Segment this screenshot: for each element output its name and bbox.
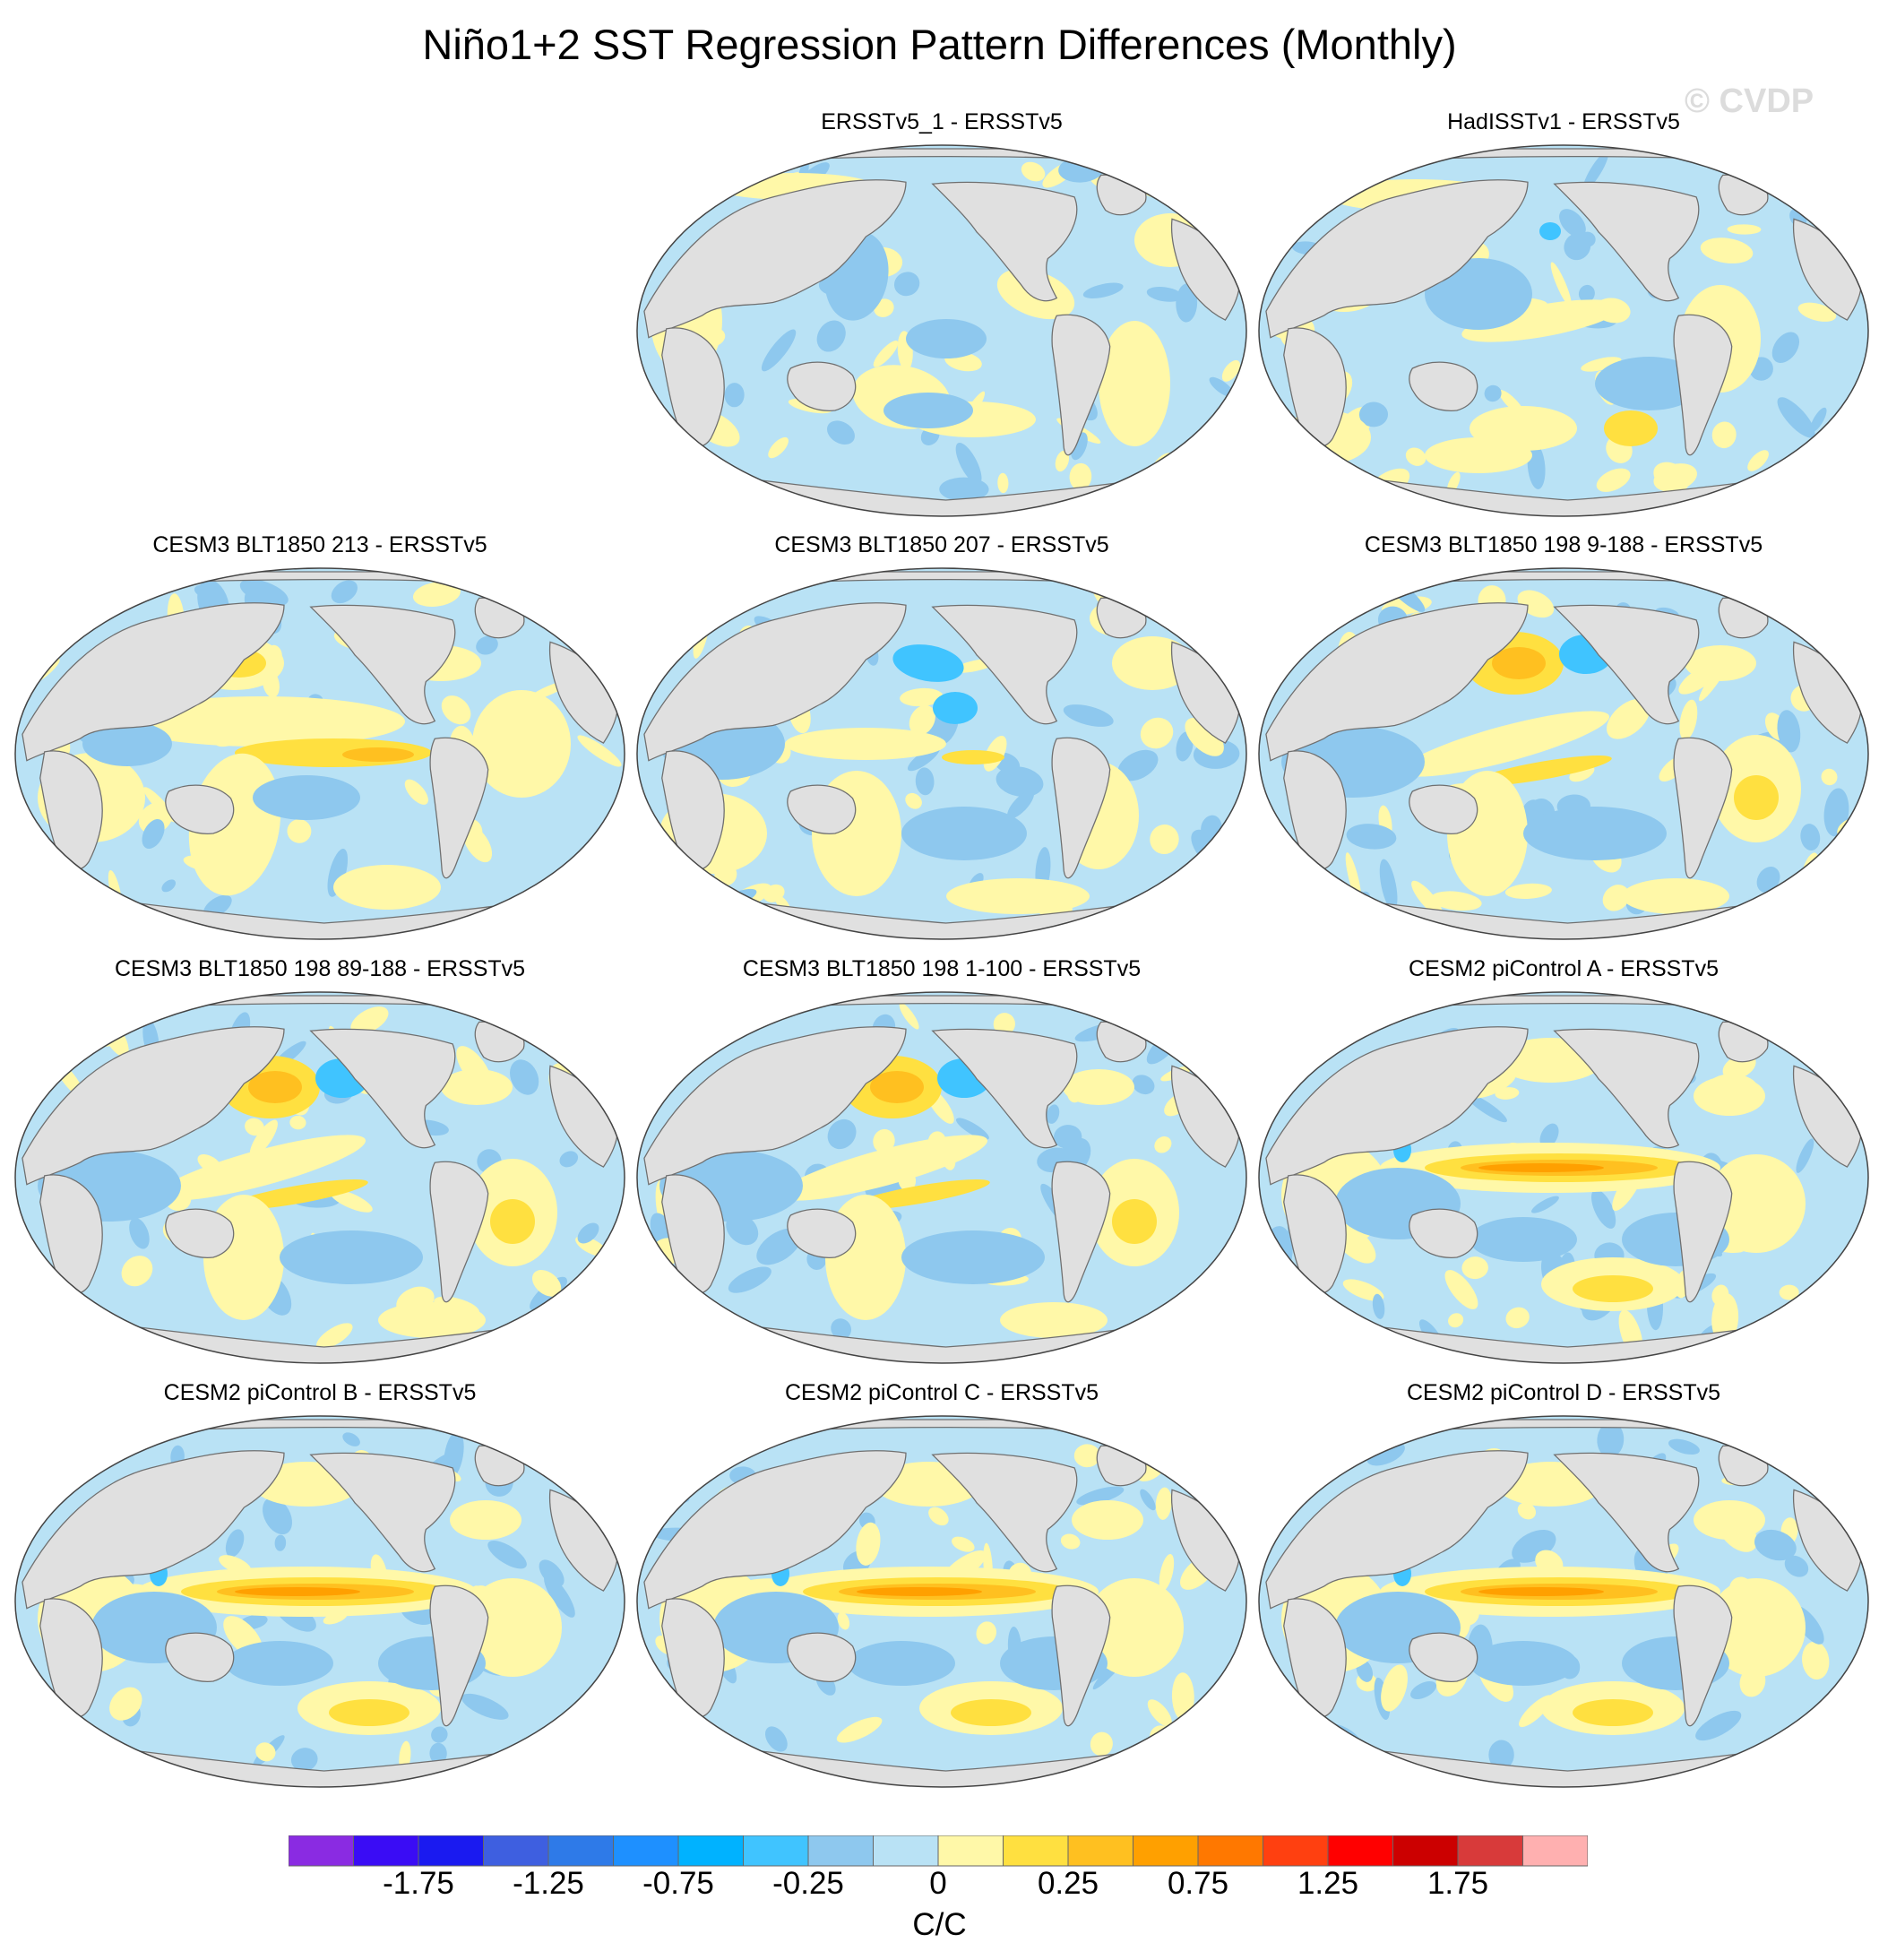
colorbar-tick-label: -1.75 bbox=[383, 1866, 454, 1901]
colorbar-tick-label: -0.25 bbox=[772, 1866, 844, 1901]
colorbar-swatch bbox=[418, 1835, 484, 1867]
panel-title: CESM3 BLT1850 213 - ERSSTv5 bbox=[152, 532, 487, 557]
colorbar-swatch bbox=[1327, 1835, 1393, 1867]
map-panel: CESM2 piControl B - ERSSTv5 bbox=[11, 1380, 629, 1792]
robinson-map bbox=[636, 567, 1247, 940]
colorbar-tick-label: -0.75 bbox=[642, 1866, 714, 1901]
map-panel: CESM3 BLT1850 198 1-100 - ERSSTv5 bbox=[633, 956, 1251, 1369]
map-panel: CESM3 BLT1850 198 89-188 - ERSSTv5 bbox=[11, 956, 629, 1369]
colorbar-swatch bbox=[353, 1835, 419, 1867]
colorbar-swatch bbox=[1392, 1835, 1459, 1867]
colorbar-swatch bbox=[289, 1835, 354, 1867]
colorbar-swatch bbox=[1197, 1835, 1263, 1867]
map-panel: CESM3 BLT1850 213 - ERSSTv5 bbox=[11, 532, 629, 945]
robinson-map bbox=[1258, 567, 1869, 940]
colorbar-tick-label: 1.75 bbox=[1426, 1866, 1489, 1901]
map-panel: CESM2 piControl A - ERSSTv5 bbox=[1254, 956, 1873, 1369]
panel-title: ERSSTv5_1 - ERSSTv5 bbox=[821, 109, 1063, 134]
colorbar-tick-label: 1.25 bbox=[1297, 1866, 1359, 1901]
colorbar-swatch bbox=[677, 1835, 744, 1867]
figure-title: Niño1+2 SST Regression Pattern Differenc… bbox=[422, 21, 1457, 68]
colorbar-swatch bbox=[1522, 1835, 1588, 1867]
panel-title: CESM2 piControl A - ERSSTv5 bbox=[1409, 956, 1719, 981]
map-panel: CESM2 piControl D - ERSSTv5 bbox=[1254, 1380, 1873, 1792]
colorbar-swatch bbox=[743, 1835, 809, 1867]
colorbar-tick-label: 0.75 bbox=[1167, 1866, 1229, 1901]
colorbar bbox=[289, 1835, 1588, 1867]
robinson-map bbox=[636, 1415, 1247, 1788]
panel-title: CESM2 piControl C - ERSSTv5 bbox=[784, 1380, 1099, 1405]
robinson-map bbox=[1258, 991, 1869, 1364]
robinson-map bbox=[14, 991, 625, 1364]
colorbar-swatch bbox=[1003, 1835, 1069, 1867]
robinson-map bbox=[14, 567, 625, 940]
map-panel: ERSSTv5_1 - ERSSTv5 bbox=[633, 109, 1251, 522]
colorbar-tick-label: 0 bbox=[929, 1866, 947, 1901]
watermark: © CVDP bbox=[1685, 82, 1814, 120]
colorbar-swatch bbox=[483, 1835, 549, 1867]
colorbar-swatch bbox=[1133, 1835, 1199, 1867]
map-panel: CESM3 BLT1850 207 - ERSSTv5 bbox=[633, 532, 1251, 945]
colorbar-swatch bbox=[613, 1835, 679, 1867]
colorbar-swatch bbox=[937, 1835, 1004, 1867]
colorbar-swatch bbox=[873, 1835, 939, 1867]
robinson-map bbox=[636, 991, 1247, 1364]
map-panel: CESM2 piControl C - ERSSTv5 bbox=[633, 1380, 1251, 1792]
panel-title: CESM3 BLT1850 207 - ERSSTv5 bbox=[774, 532, 1109, 557]
panel-title: HadISSTv1 - ERSSTv5 bbox=[1447, 109, 1680, 134]
panel-title: CESM2 piControl D - ERSSTv5 bbox=[1406, 1380, 1721, 1405]
robinson-map bbox=[636, 144, 1247, 517]
panel-title: CESM2 piControl B - ERSSTv5 bbox=[163, 1380, 477, 1405]
colorbar-swatch bbox=[1263, 1835, 1329, 1867]
panel-title: CESM3 BLT1850 198 89-188 - ERSSTv5 bbox=[114, 956, 526, 981]
colorbar-swatch bbox=[547, 1835, 614, 1867]
map-panel: CESM3 BLT1850 198 9-188 - ERSSTv5 bbox=[1254, 532, 1873, 945]
map-panel: HadISSTv1 - ERSSTv5 bbox=[1254, 109, 1873, 522]
colorbar-swatch bbox=[1457, 1835, 1523, 1867]
robinson-map bbox=[1258, 1415, 1869, 1788]
panel-title: CESM3 BLT1850 198 1-100 - ERSSTv5 bbox=[742, 956, 1142, 981]
panel-title: CESM3 BLT1850 198 9-188 - ERSSTv5 bbox=[1364, 532, 1763, 557]
colorbar-tick-label: -1.25 bbox=[513, 1866, 584, 1901]
robinson-map bbox=[1258, 144, 1869, 517]
colorbar-units: C/C bbox=[912, 1907, 967, 1942]
colorbar-swatch bbox=[1067, 1835, 1133, 1867]
robinson-map bbox=[14, 1415, 625, 1788]
colorbar-swatch bbox=[807, 1835, 874, 1867]
colorbar-tick-label: 0.25 bbox=[1037, 1866, 1099, 1901]
